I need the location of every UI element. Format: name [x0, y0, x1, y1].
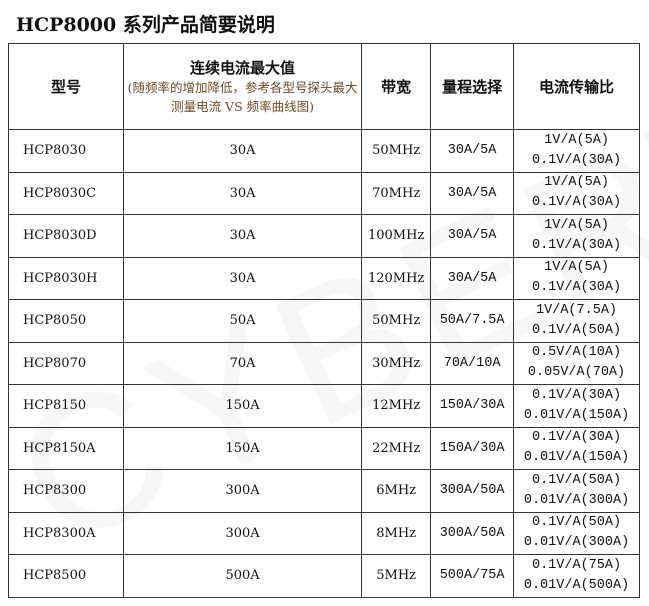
- ratio-line: 1V/A(7.5A): [536, 302, 618, 318]
- ratio-line: 0.1V/A(50A): [531, 322, 622, 338]
- cell-ratio: 1V/A(5A) 0.1V/A(30A): [513, 171, 640, 215]
- table-row: HCP8150A 150A 22MHz 150A/30A 0.1V/A(30A)…: [8, 426, 640, 470]
- cell-current: 500A: [122, 554, 363, 598]
- header-current: 连续电流最大值 (随频率的增加降低，参考各型号探头最大测量电流 VS 频率曲线图): [122, 43, 363, 130]
- ratio-line: 0.5V/A(10A): [531, 345, 622, 361]
- header-current-note: (随频率的增加降低，参考各型号探头最大测量电流 VS 频率曲线图): [127, 80, 358, 114]
- cell-current: 70A: [122, 341, 363, 385]
- header-range: 量程选择: [430, 43, 515, 130]
- cell-range: 150A/30A: [430, 384, 515, 428]
- ratio-line: 0.1V/A(30A): [531, 237, 622, 253]
- ratio-line: 1V/A(5A): [544, 217, 609, 233]
- table-row: HCP8300A 300A 8MHz 300A/50A 0.1V/A(50A) 0…: [8, 511, 640, 555]
- cell-bandwidth: 120MHz: [361, 256, 432, 300]
- cell-bandwidth: 5MHz: [361, 554, 432, 598]
- cell-range: 150A/30A: [430, 426, 515, 470]
- cell-model: HCP8030D: [8, 214, 124, 258]
- table-row: HCP8030C 30A 70MHz 30A/5A 1V/A(5A) 0.1V/A…: [8, 171, 640, 215]
- ratio-line: 1V/A(5A): [544, 260, 609, 276]
- ratio-line: 1V/A(5A): [544, 175, 609, 191]
- cell-current: 30A: [122, 256, 363, 300]
- cell-ratio: 0.1V/A(30A) 0.01V/A(150A): [513, 384, 640, 428]
- ratio-line: 0.1V/A(30A): [531, 152, 622, 168]
- ratio-line: 0.1V/A(30A): [531, 280, 622, 296]
- cell-bandwidth: 6MHz: [361, 469, 432, 513]
- ratio-line: 0.01V/A(300A): [523, 492, 630, 508]
- table-row: HCP8150 150A 12MHz 150A/30A 0.1V/A(30A) 0…: [8, 384, 640, 428]
- ratio-line: 0.1V/A(30A): [531, 387, 622, 403]
- product-table: 型号 连续电流最大值 (随频率的增加降低，参考各型号探头最大测量电流 VS 频率曲…: [8, 43, 640, 598]
- cell-model: HCP8500: [8, 554, 124, 598]
- ratio-line: 0.1V/A(50A): [531, 515, 622, 531]
- cell-range: 70A/10A: [430, 341, 515, 385]
- table-row: HCP8030D 30A 100MHz 30A/5A 1V/A(5A) 0.1V/…: [8, 214, 640, 258]
- cell-ratio: 0.5V/A(10A) 0.05V/A(70A): [513, 341, 640, 385]
- ratio-line: 0.01V/A(300A): [523, 535, 630, 551]
- cell-ratio: 1V/A(5A) 0.1V/A(30A): [513, 256, 640, 300]
- cell-ratio: 0.1V/A(50A) 0.01V/A(300A): [513, 511, 640, 555]
- ratio-line: 0.05V/A(70A): [527, 365, 626, 381]
- cell-ratio: 0.1V/A(75A) 0.01V/A(500A): [513, 554, 640, 598]
- ratio-line: 0.1V/A(75A): [531, 557, 622, 573]
- ratio-line: 0.1V/A(50A): [531, 472, 622, 488]
- cell-range: 30A/5A: [430, 214, 515, 258]
- cell-ratio: 1V/A(7.5A) 0.1V/A(50A): [513, 299, 640, 343]
- cell-range: 30A/5A: [430, 256, 515, 300]
- cell-bandwidth: 50MHz: [361, 299, 432, 343]
- ratio-line: 0.1V/A(30A): [531, 195, 622, 211]
- cell-range: 300A/50A: [430, 511, 515, 555]
- cell-bandwidth: 100MHz: [361, 214, 432, 258]
- header-bandwidth: 带宽: [361, 43, 432, 130]
- table-row: HCP8300 300A 6MHz 300A/50A 0.1V/A(50A) 0.…: [8, 469, 640, 513]
- header-ratio: 电流传输比: [513, 43, 640, 130]
- cell-range: 500A/75A: [430, 554, 515, 598]
- cell-model: HCP8030: [8, 129, 124, 173]
- cell-current: 300A: [122, 511, 363, 555]
- cell-current: 300A: [122, 469, 363, 513]
- table-row: HCP8030H 30A 120MHz 30A/5A 1V/A(5A) 0.1V/…: [8, 256, 640, 300]
- ratio-line: 0.1V/A(30A): [531, 430, 622, 446]
- cell-ratio: 0.1V/A(30A) 0.01V/A(150A): [513, 426, 640, 470]
- cell-model: HCP8150A: [8, 426, 124, 470]
- ratio-line: 0.01V/A(500A): [523, 577, 630, 593]
- cell-range: 30A/5A: [430, 129, 515, 173]
- cell-bandwidth: 8MHz: [361, 511, 432, 555]
- table-row: HCP8500 500A 5MHz 500A/75A 0.1V/A(75A) 0.…: [8, 554, 640, 598]
- cell-bandwidth: 50MHz: [361, 129, 432, 173]
- cell-range: 300A/50A: [430, 469, 515, 513]
- ratio-line: 0.01V/A(150A): [523, 450, 630, 466]
- cell-current: 30A: [122, 214, 363, 258]
- cell-ratio: 1V/A(5A) 0.1V/A(30A): [513, 129, 640, 173]
- cell-range: 50A/7.5A: [430, 299, 515, 343]
- cell-current: 150A: [122, 384, 363, 428]
- cell-model: HCP8150: [8, 384, 124, 428]
- cell-current: 50A: [122, 299, 363, 343]
- cell-model: HCP8300: [8, 469, 124, 513]
- cell-bandwidth: 12MHz: [361, 384, 432, 428]
- cell-ratio: 0.1V/A(50A) 0.01V/A(300A): [513, 469, 640, 513]
- cell-model: HCP8300A: [8, 511, 124, 555]
- cell-current: 30A: [122, 129, 363, 173]
- cell-model: HCP8030H: [8, 256, 124, 300]
- cell-current: 150A: [122, 426, 363, 470]
- cell-model: HCP8050: [8, 299, 124, 343]
- table-row: HCP8070 70A 30MHz 70A/10A 0.5V/A(10A) 0.0…: [8, 341, 640, 385]
- cell-range: 30A/5A: [430, 171, 515, 215]
- table-row: HCP8050 50A 50MHz 50A/7.5A 1V/A(7.5A) 0.1…: [8, 299, 640, 343]
- cell-bandwidth: 70MHz: [361, 171, 432, 215]
- page-title: HCP8000 系列产品简要说明: [16, 14, 275, 36]
- table-row: HCP8030 30A 50MHz 30A/5A 1V/A(5A) 0.1V/A(…: [8, 129, 640, 173]
- cell-current: 30A: [122, 171, 363, 215]
- cell-model: HCP8030C: [8, 171, 124, 215]
- header-current-label: 连续电流最大值: [190, 59, 296, 77]
- cell-bandwidth: 22MHz: [361, 426, 432, 470]
- ratio-line: 1V/A(5A): [544, 132, 609, 148]
- header-model: 型号: [8, 43, 124, 130]
- cell-ratio: 1V/A(5A) 0.1V/A(30A): [513, 214, 640, 258]
- ratio-line: 0.01V/A(150A): [523, 407, 630, 423]
- cell-bandwidth: 30MHz: [361, 341, 432, 385]
- cell-model: HCP8070: [8, 341, 124, 385]
- header-row: 型号 连续电流最大值 (随频率的增加降低，参考各型号探头最大测量电流 VS 频率曲…: [8, 43, 640, 130]
